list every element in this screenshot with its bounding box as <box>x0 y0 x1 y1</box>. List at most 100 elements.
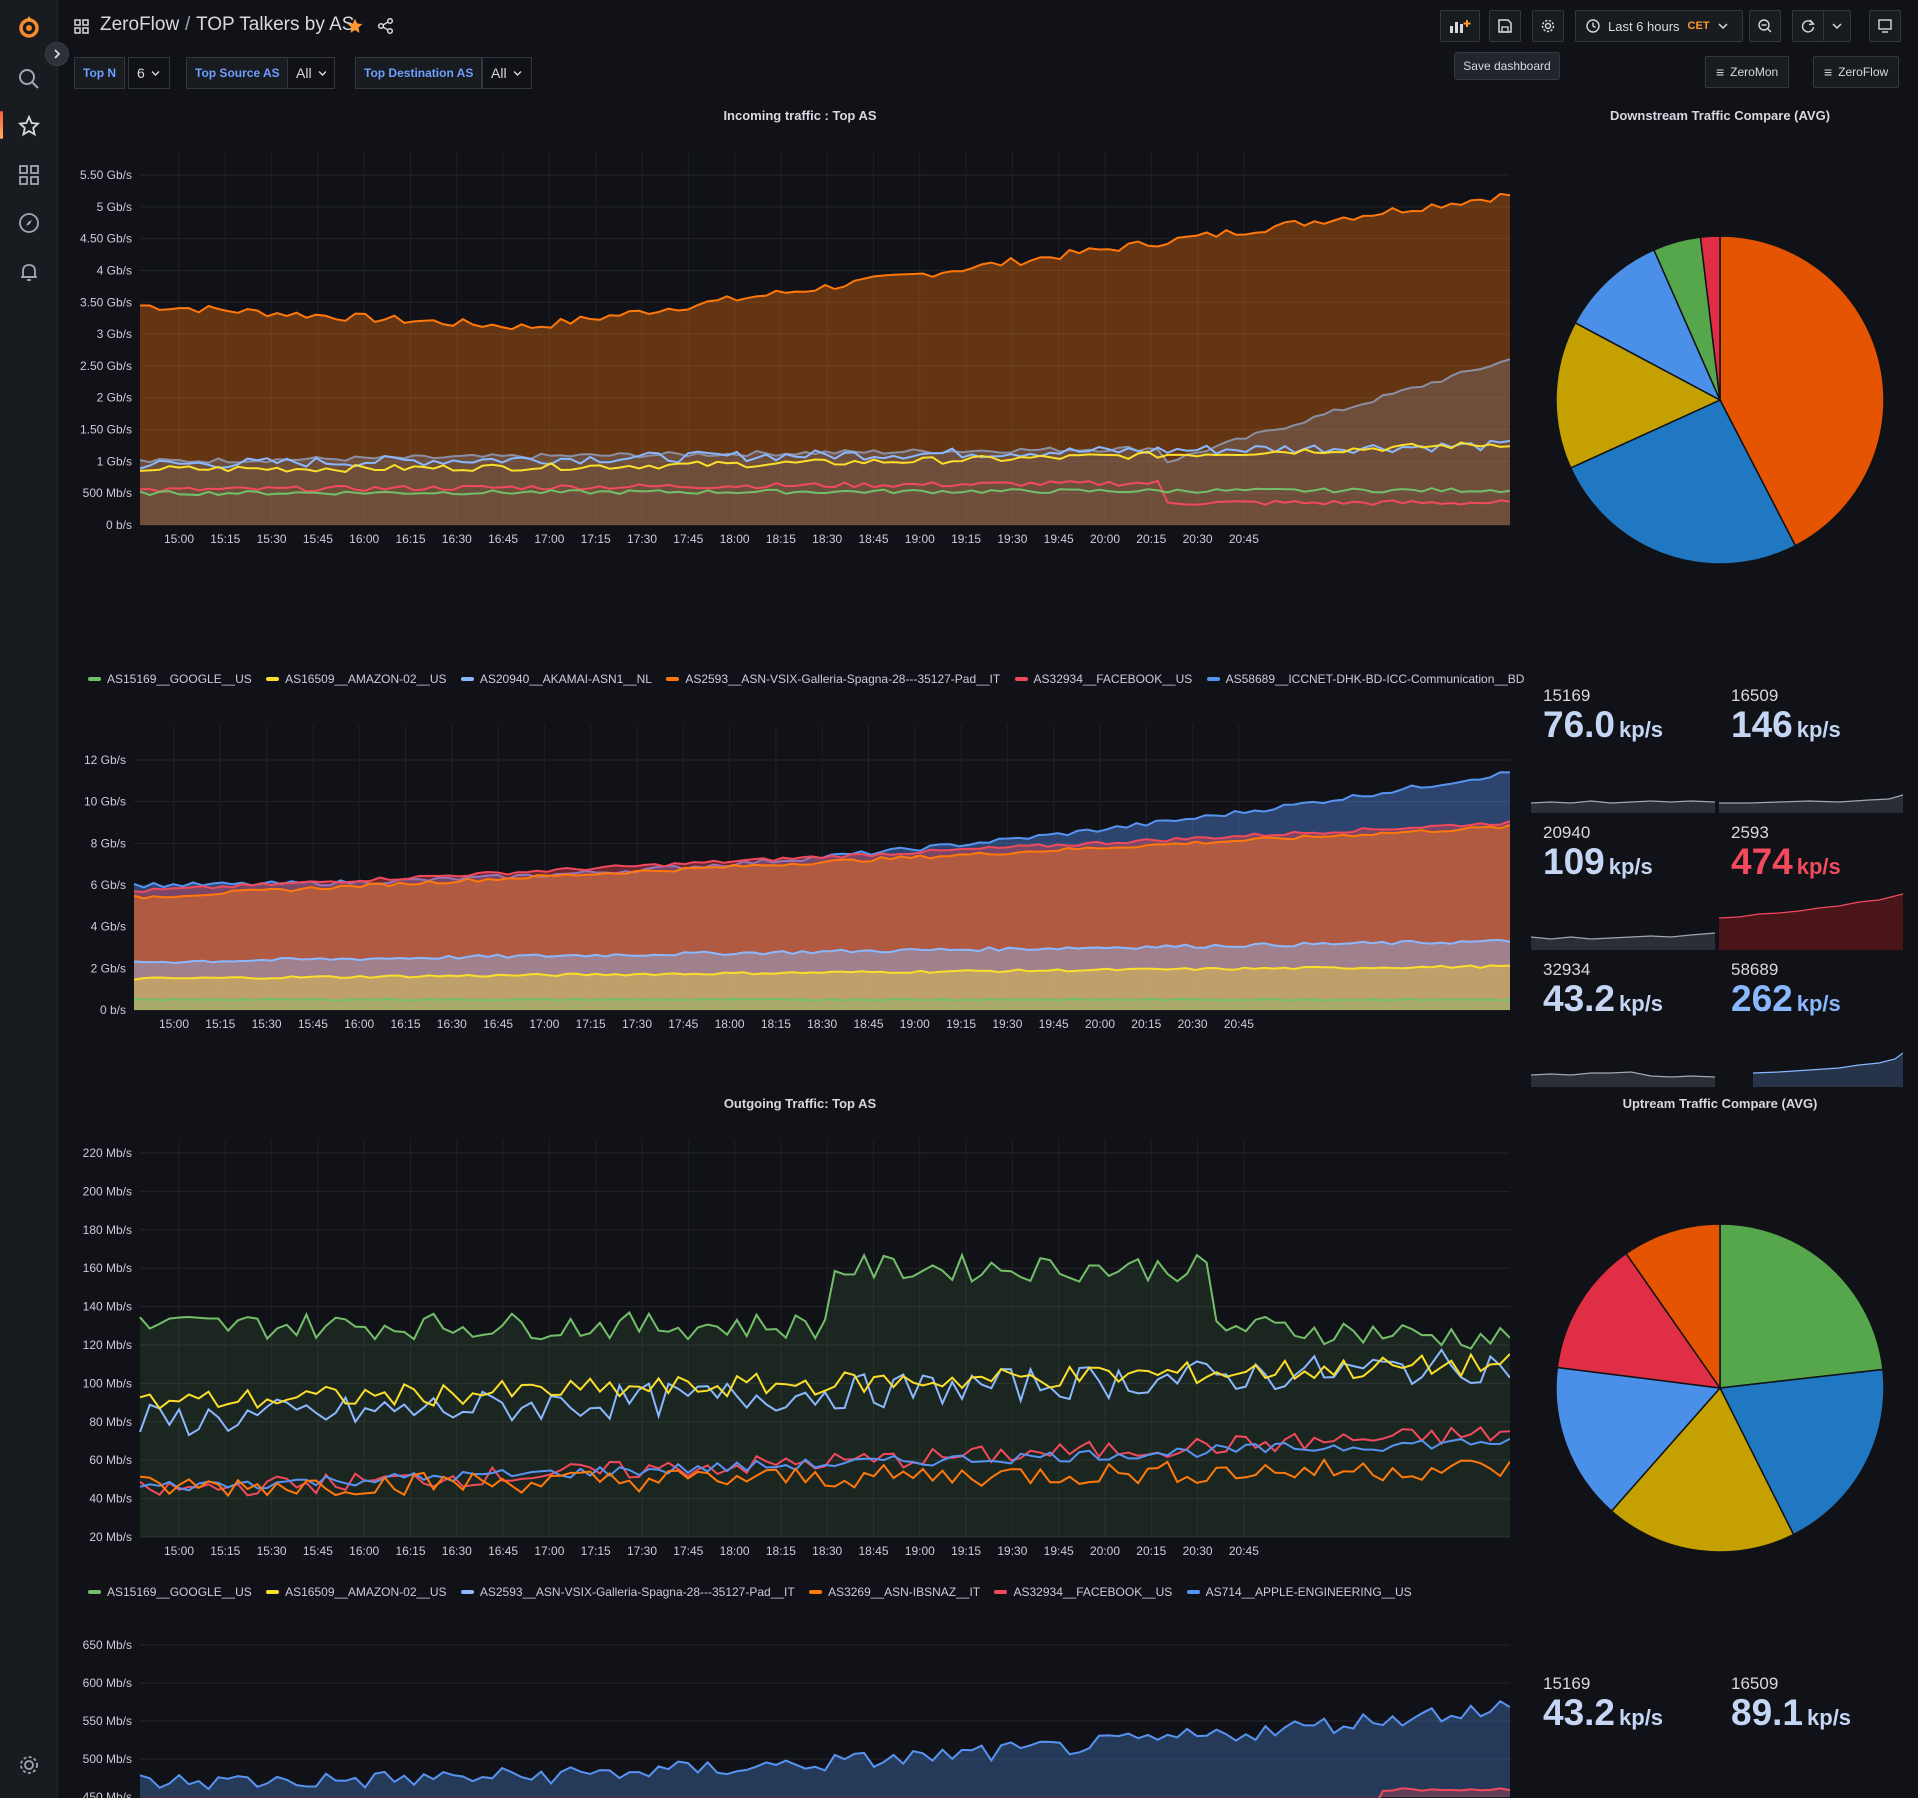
zoom-out-button[interactable] <box>1749 10 1781 42</box>
legend-item[interactable]: AS16509__AMAZON-02__US <box>266 672 447 686</box>
stat-as16509-up[interactable]: 16509 89.1 kp/s <box>1719 1668 1903 1748</box>
legend-item[interactable]: AS32934__FACEBOOK__US <box>994 1585 1172 1599</box>
stat-as15169-up[interactable]: 15169 43.2 kp/s <box>1531 1668 1715 1748</box>
legend-item[interactable]: AS58689__ICCNET-DHK-BD-ICC-Communication… <box>1206 672 1524 686</box>
incoming-stacked-chart[interactable]: 12 Gb/s 10 Gb/s 8 Gb/s 6 Gb/s 4 Gb/s 2 Gb/s 0 … <box>70 725 1510 1075</box>
legend-item[interactable]: AS16509__AMAZON-02__US <box>266 1585 447 1599</box>
downstream-pie-chart[interactable] <box>1550 230 1890 570</box>
y-tick-label: 12 Gb/s <box>84 753 126 767</box>
tv-mode-button[interactable] <box>1869 10 1901 42</box>
stat-as58689-down[interactable]: 58689 262 kp/s <box>1719 954 1903 1087</box>
stat-as32934-down[interactable]: 32934 43.2 kp/s <box>1531 954 1715 1087</box>
panel-title-incoming[interactable]: Incoming traffic : Top AS <box>723 108 877 123</box>
top-navbar: ZeroFlow / TOP Talkers by AS Last 6 hour… <box>57 0 1918 52</box>
dashboards-icon[interactable] <box>14 160 44 190</box>
var-top-destination-label: Top Destination AS <box>355 57 483 89</box>
y-tick-label: 0 b/s <box>106 518 132 532</box>
legend-item[interactable]: AS2593__ASN-VSIX-Galleria-Spagna-28---35… <box>460 1585 795 1599</box>
time-picker-button[interactable]: Last 6 hours CET <box>1575 10 1743 42</box>
search-icon[interactable] <box>14 64 44 94</box>
series-line <box>139 439 1510 470</box>
x-tick-label: 16:00 <box>349 1544 379 1558</box>
stat-as15169-down[interactable]: 15169 76.0 kp/s <box>1531 680 1715 813</box>
panel-title-downstream[interactable]: Downstream Traffic Compare (AVG) <box>1609 108 1831 123</box>
outgoing-traffic-chart[interactable]: 220 Mb/s 200 Mb/s 180 Mb/s 160 Mb/s 140 Mb/s… <box>70 1140 1510 1580</box>
save-dashboard-button[interactable] <box>1489 10 1521 42</box>
legend-item[interactable]: AS15169__GOOGLE__US <box>88 1585 252 1599</box>
legend-item[interactable]: AS32934__FACEBOOK__US <box>1014 672 1192 686</box>
var-top-source-select[interactable]: All <box>287 57 335 89</box>
upstream-pie-chart[interactable] <box>1550 1218 1890 1558</box>
var-top-destination-select[interactable]: All <box>482 57 532 89</box>
y-tick-label: 20 Mb/s <box>89 1530 132 1544</box>
pie-slice[interactable] <box>1625 1223 1721 1391</box>
legend-item[interactable]: AS714__APPLE-ENGINEERING__US <box>1186 1585 1412 1599</box>
link-zeroflow[interactable]: ≡ ZeroFlow <box>1813 56 1900 88</box>
x-tick-label: 18:45 <box>858 1544 888 1558</box>
x-tick-label: 18:15 <box>761 1017 791 1031</box>
y-tick-label: 60 Mb/s <box>89 1453 132 1467</box>
x-tick-label: 16:00 <box>344 1017 374 1031</box>
star-favorite-icon[interactable] <box>346 17 364 35</box>
pie-slice[interactable] <box>1718 1368 1885 1536</box>
outgoing-legend: AS15169__GOOGLE__US AS16509__AMAZON-02__… <box>88 1585 1423 1599</box>
x-tick-label: 18:15 <box>766 1544 796 1558</box>
share-icon[interactable] <box>378 18 394 34</box>
stat-value: 109 kp/s <box>1543 841 1653 882</box>
stat-as16509-down[interactable]: 16509 146 kp/s <box>1719 680 1903 813</box>
stat-label: 16509 <box>1731 1674 1779 1693</box>
var-top-n-select[interactable]: 6 <box>128 57 170 89</box>
alerting-bell-icon[interactable] <box>14 257 44 287</box>
starred-icon[interactable] <box>14 111 44 141</box>
explore-icon[interactable] <box>14 208 44 238</box>
panel-title-outgoing[interactable]: Outgoing Traffic: Top AS <box>723 1096 877 1111</box>
add-panel-button[interactable] <box>1440 10 1480 42</box>
pie-slice[interactable] <box>1719 235 1885 547</box>
pie-slice[interactable] <box>1569 399 1797 565</box>
series-line <box>139 1457 1510 1498</box>
y-tick-label: 80 Mb/s <box>89 1415 132 1429</box>
legend-swatch <box>1206 676 1220 681</box>
stat-value: 146 kp/s <box>1731 704 1841 745</box>
var-top-source-label: Top Source AS <box>186 57 289 89</box>
legend-item[interactable]: AS20940__AKAMAI-ASN1__NL <box>460 672 652 686</box>
grafana-logo-icon[interactable] <box>14 12 44 42</box>
y-tick-label: 1 Gb/s <box>97 454 132 468</box>
x-tick-label: 18:15 <box>766 532 796 546</box>
dashboard-title[interactable]: TOP Talkers by AS <box>196 14 355 35</box>
series-line <box>139 487 1510 497</box>
x-tick-label: 20:30 <box>1183 1544 1213 1558</box>
stat-as20940-down[interactable]: 20940 109 kp/s <box>1531 817 1715 950</box>
legend-swatch <box>1014 676 1028 681</box>
x-tick-label: 15:45 <box>303 1544 333 1558</box>
legend-item[interactable]: AS2593__ASN-VSIX-Galleria-Spagna-28---35… <box>666 672 1000 686</box>
stat-value: 474 kp/s <box>1731 841 1841 882</box>
pie-slice[interactable] <box>1574 248 1722 402</box>
link-zeromon[interactable]: ≡ ZeroMon <box>1705 56 1790 88</box>
pie-slice[interactable] <box>1699 235 1721 401</box>
settings-gear-icon[interactable] <box>14 1750 44 1780</box>
stat-as2593-down[interactable]: 2593 474 kp/s <box>1719 817 1903 950</box>
legend-item[interactable]: AS3269__ASN-IBSNAZ__IT <box>809 1585 980 1599</box>
pie-slice[interactable] <box>1719 1223 1884 1389</box>
breadcrumb-folder[interactable]: ZeroFlow <box>100 14 180 35</box>
expand-menu-button[interactable] <box>45 42 69 66</box>
outgoing-stacked-chart[interactable]: 650 Mb/s 600 Mb/s 550 Mb/s 500 Mb/s 450 Mb/s <box>70 1632 1510 1798</box>
y-tick-label: 550 Mb/s <box>83 1714 132 1728</box>
dashboard-settings-button[interactable] <box>1532 10 1564 42</box>
pie-slice[interactable] <box>1555 1366 1722 1513</box>
refresh-interval-dropdown[interactable] <box>1823 10 1851 42</box>
x-tick-label: 19:15 <box>951 532 981 546</box>
pie-slice[interactable] <box>1556 1252 1722 1389</box>
y-tick-label: 180 Mb/s <box>83 1223 132 1237</box>
incoming-traffic-chart[interactable]: 5.50 Gb/s 5 Gb/s 4.50 Gb/s 4 Gb/s 3.50 Gb/s 3… <box>70 150 1510 660</box>
pie-slice[interactable] <box>1610 1386 1795 1553</box>
refresh-button[interactable] <box>1792 10 1824 42</box>
panel-title-upstream[interactable]: Uptream Traffic Compare (AVG) <box>1622 1096 1818 1111</box>
x-tick-label: 19:15 <box>951 1544 981 1558</box>
incoming-legend: AS15169__GOOGLE__US AS16509__AMAZON-02__… <box>88 672 1535 686</box>
pie-slice[interactable] <box>1555 321 1722 469</box>
x-tick-label: 17:00 <box>534 1544 564 1558</box>
legend-item[interactable]: AS15169__GOOGLE__US <box>88 672 252 686</box>
x-tick-label: 17:00 <box>529 1017 559 1031</box>
